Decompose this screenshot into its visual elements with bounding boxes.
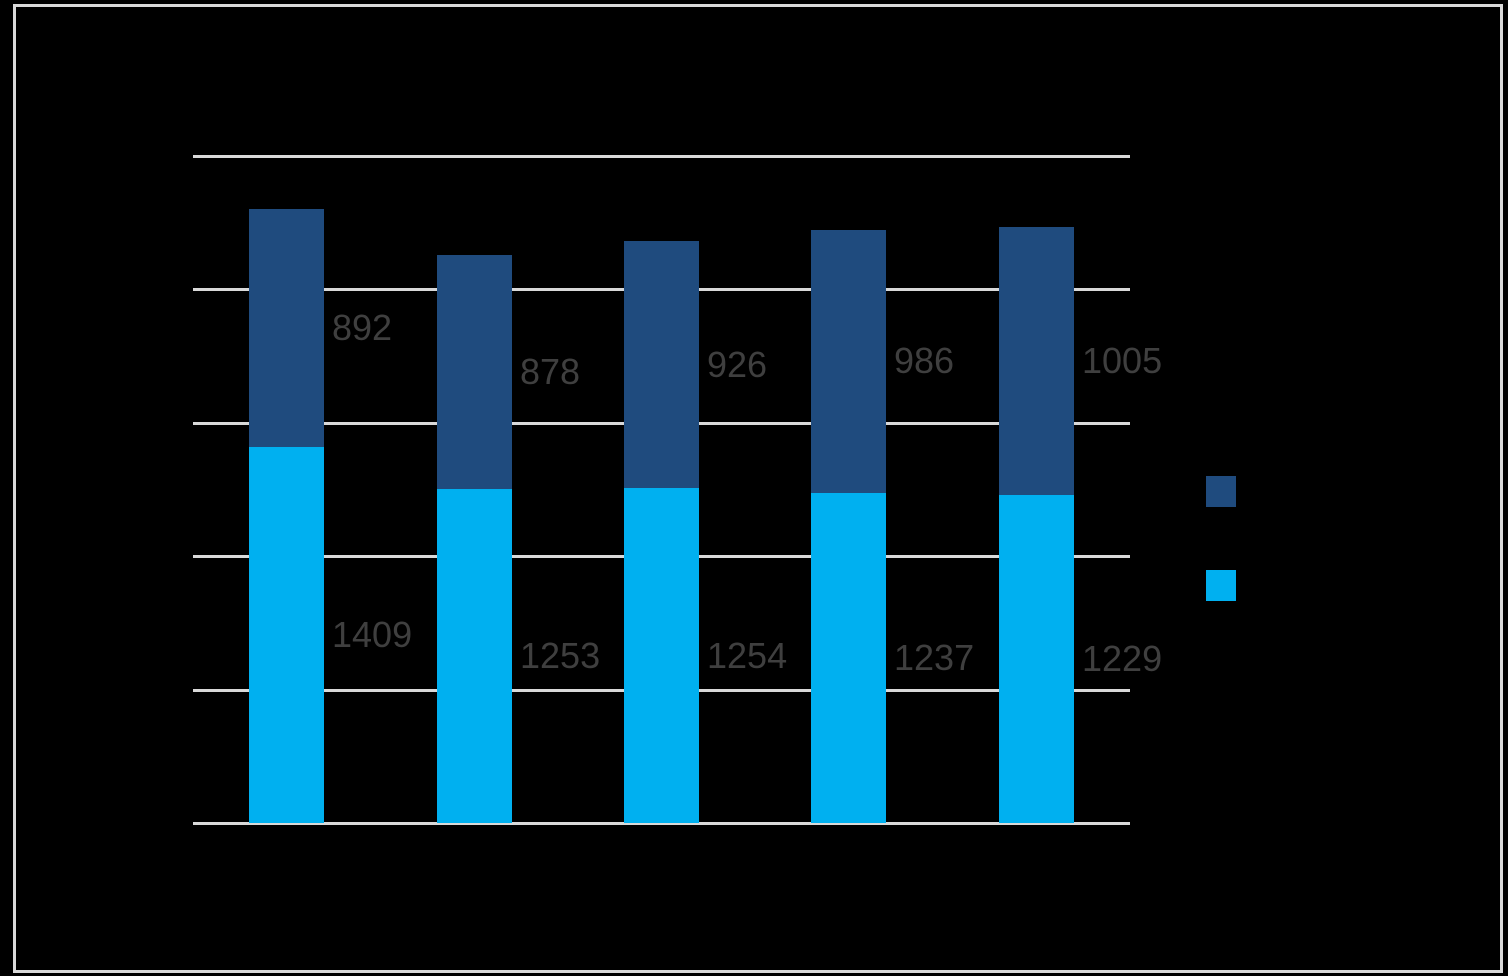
bar-segment-bottom xyxy=(437,489,512,823)
bar-segment-bottom xyxy=(249,447,324,823)
y-gridline xyxy=(193,155,1130,158)
data-label-top-segment: 878 xyxy=(520,351,581,392)
data-label-bottom-segment: 1254 xyxy=(707,635,788,676)
legend-swatch-top-segment xyxy=(1206,476,1236,507)
bar-segment-top xyxy=(437,255,512,489)
bar-segment-top xyxy=(811,230,886,493)
legend-swatch-bottom-segment xyxy=(1206,570,1236,601)
bar-segment-bottom xyxy=(624,488,699,823)
data-label-bottom-segment: 1409 xyxy=(332,614,413,655)
bar-segment-top xyxy=(249,209,324,447)
data-label-top-segment: 1005 xyxy=(1082,340,1163,381)
x-axis-line xyxy=(193,822,1130,825)
data-label-top-segment: 892 xyxy=(332,307,393,348)
data-label-bottom-segment: 1253 xyxy=(520,635,601,676)
bar-segment-top xyxy=(999,227,1074,495)
bar-segment-bottom xyxy=(811,493,886,823)
bar-segment-top xyxy=(624,241,699,488)
slide-frame-border xyxy=(13,4,1503,973)
data-label-bottom-segment: 1229 xyxy=(1082,638,1163,679)
bar-segment-bottom xyxy=(999,495,1074,823)
data-label-top-segment: 986 xyxy=(894,340,955,381)
data-label-top-segment: 926 xyxy=(707,344,768,385)
data-label-bottom-segment: 1237 xyxy=(894,637,975,678)
